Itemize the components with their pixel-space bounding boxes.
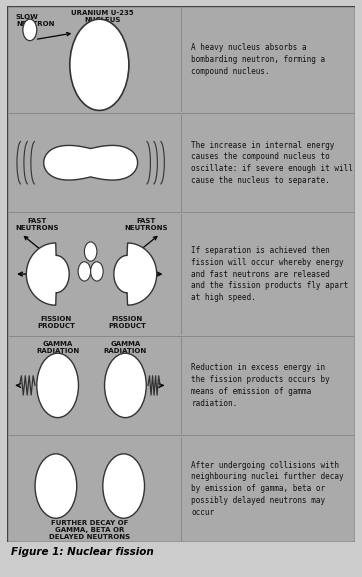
- Text: Reduction in excess energy in
the fission products occurs by
means of emission o: Reduction in excess energy in the fissio…: [191, 364, 330, 407]
- Text: FISSION
PRODUCT: FISSION PRODUCT: [37, 316, 75, 329]
- Text: FURTHER DECAY OF
GAMMA, BETA OR
DELAYED NEUTRONS: FURTHER DECAY OF GAMMA, BETA OR DELAYED …: [49, 520, 130, 539]
- Circle shape: [105, 353, 146, 418]
- Circle shape: [103, 454, 144, 518]
- Circle shape: [35, 454, 77, 518]
- Text: A heavy nucleus absorbs a
bombarding neutron, forming a
compound nucleus.: A heavy nucleus absorbs a bombarding neu…: [191, 43, 325, 76]
- Text: FISSION
PRODUCT: FISSION PRODUCT: [108, 316, 146, 329]
- Text: The increase in internal energy
causes the compound nucleus to
oscillate: if sev: The increase in internal energy causes t…: [191, 141, 353, 185]
- Polygon shape: [44, 145, 138, 180]
- Polygon shape: [114, 243, 157, 305]
- Circle shape: [90, 262, 103, 281]
- Circle shape: [70, 19, 129, 110]
- Circle shape: [78, 262, 90, 281]
- Polygon shape: [26, 243, 69, 305]
- Text: FAST
NEUTRONS: FAST NEUTRONS: [15, 218, 59, 231]
- Circle shape: [23, 19, 37, 40]
- Text: URANIUM U-235
NUCLEUS: URANIUM U-235 NUCLEUS: [72, 10, 134, 23]
- Text: SLOW
NEUTRON: SLOW NEUTRON: [16, 14, 54, 27]
- Text: GAMMA
RADIATION: GAMMA RADIATION: [36, 341, 79, 354]
- Text: Figure 1: Nuclear fission: Figure 1: Nuclear fission: [11, 547, 153, 557]
- Text: GAMMA
RADIATION: GAMMA RADIATION: [104, 341, 147, 354]
- Text: If separation is achieved then
fission will occur whereby energy
and fast neutro: If separation is achieved then fission w…: [191, 246, 349, 302]
- Text: FAST
NEUTRONS: FAST NEUTRONS: [125, 218, 168, 231]
- Text: After undergoing collisions with
neighbouring nuclei further decay
by emission o: After undergoing collisions with neighbo…: [191, 460, 344, 517]
- Circle shape: [37, 353, 79, 418]
- Circle shape: [84, 242, 97, 261]
